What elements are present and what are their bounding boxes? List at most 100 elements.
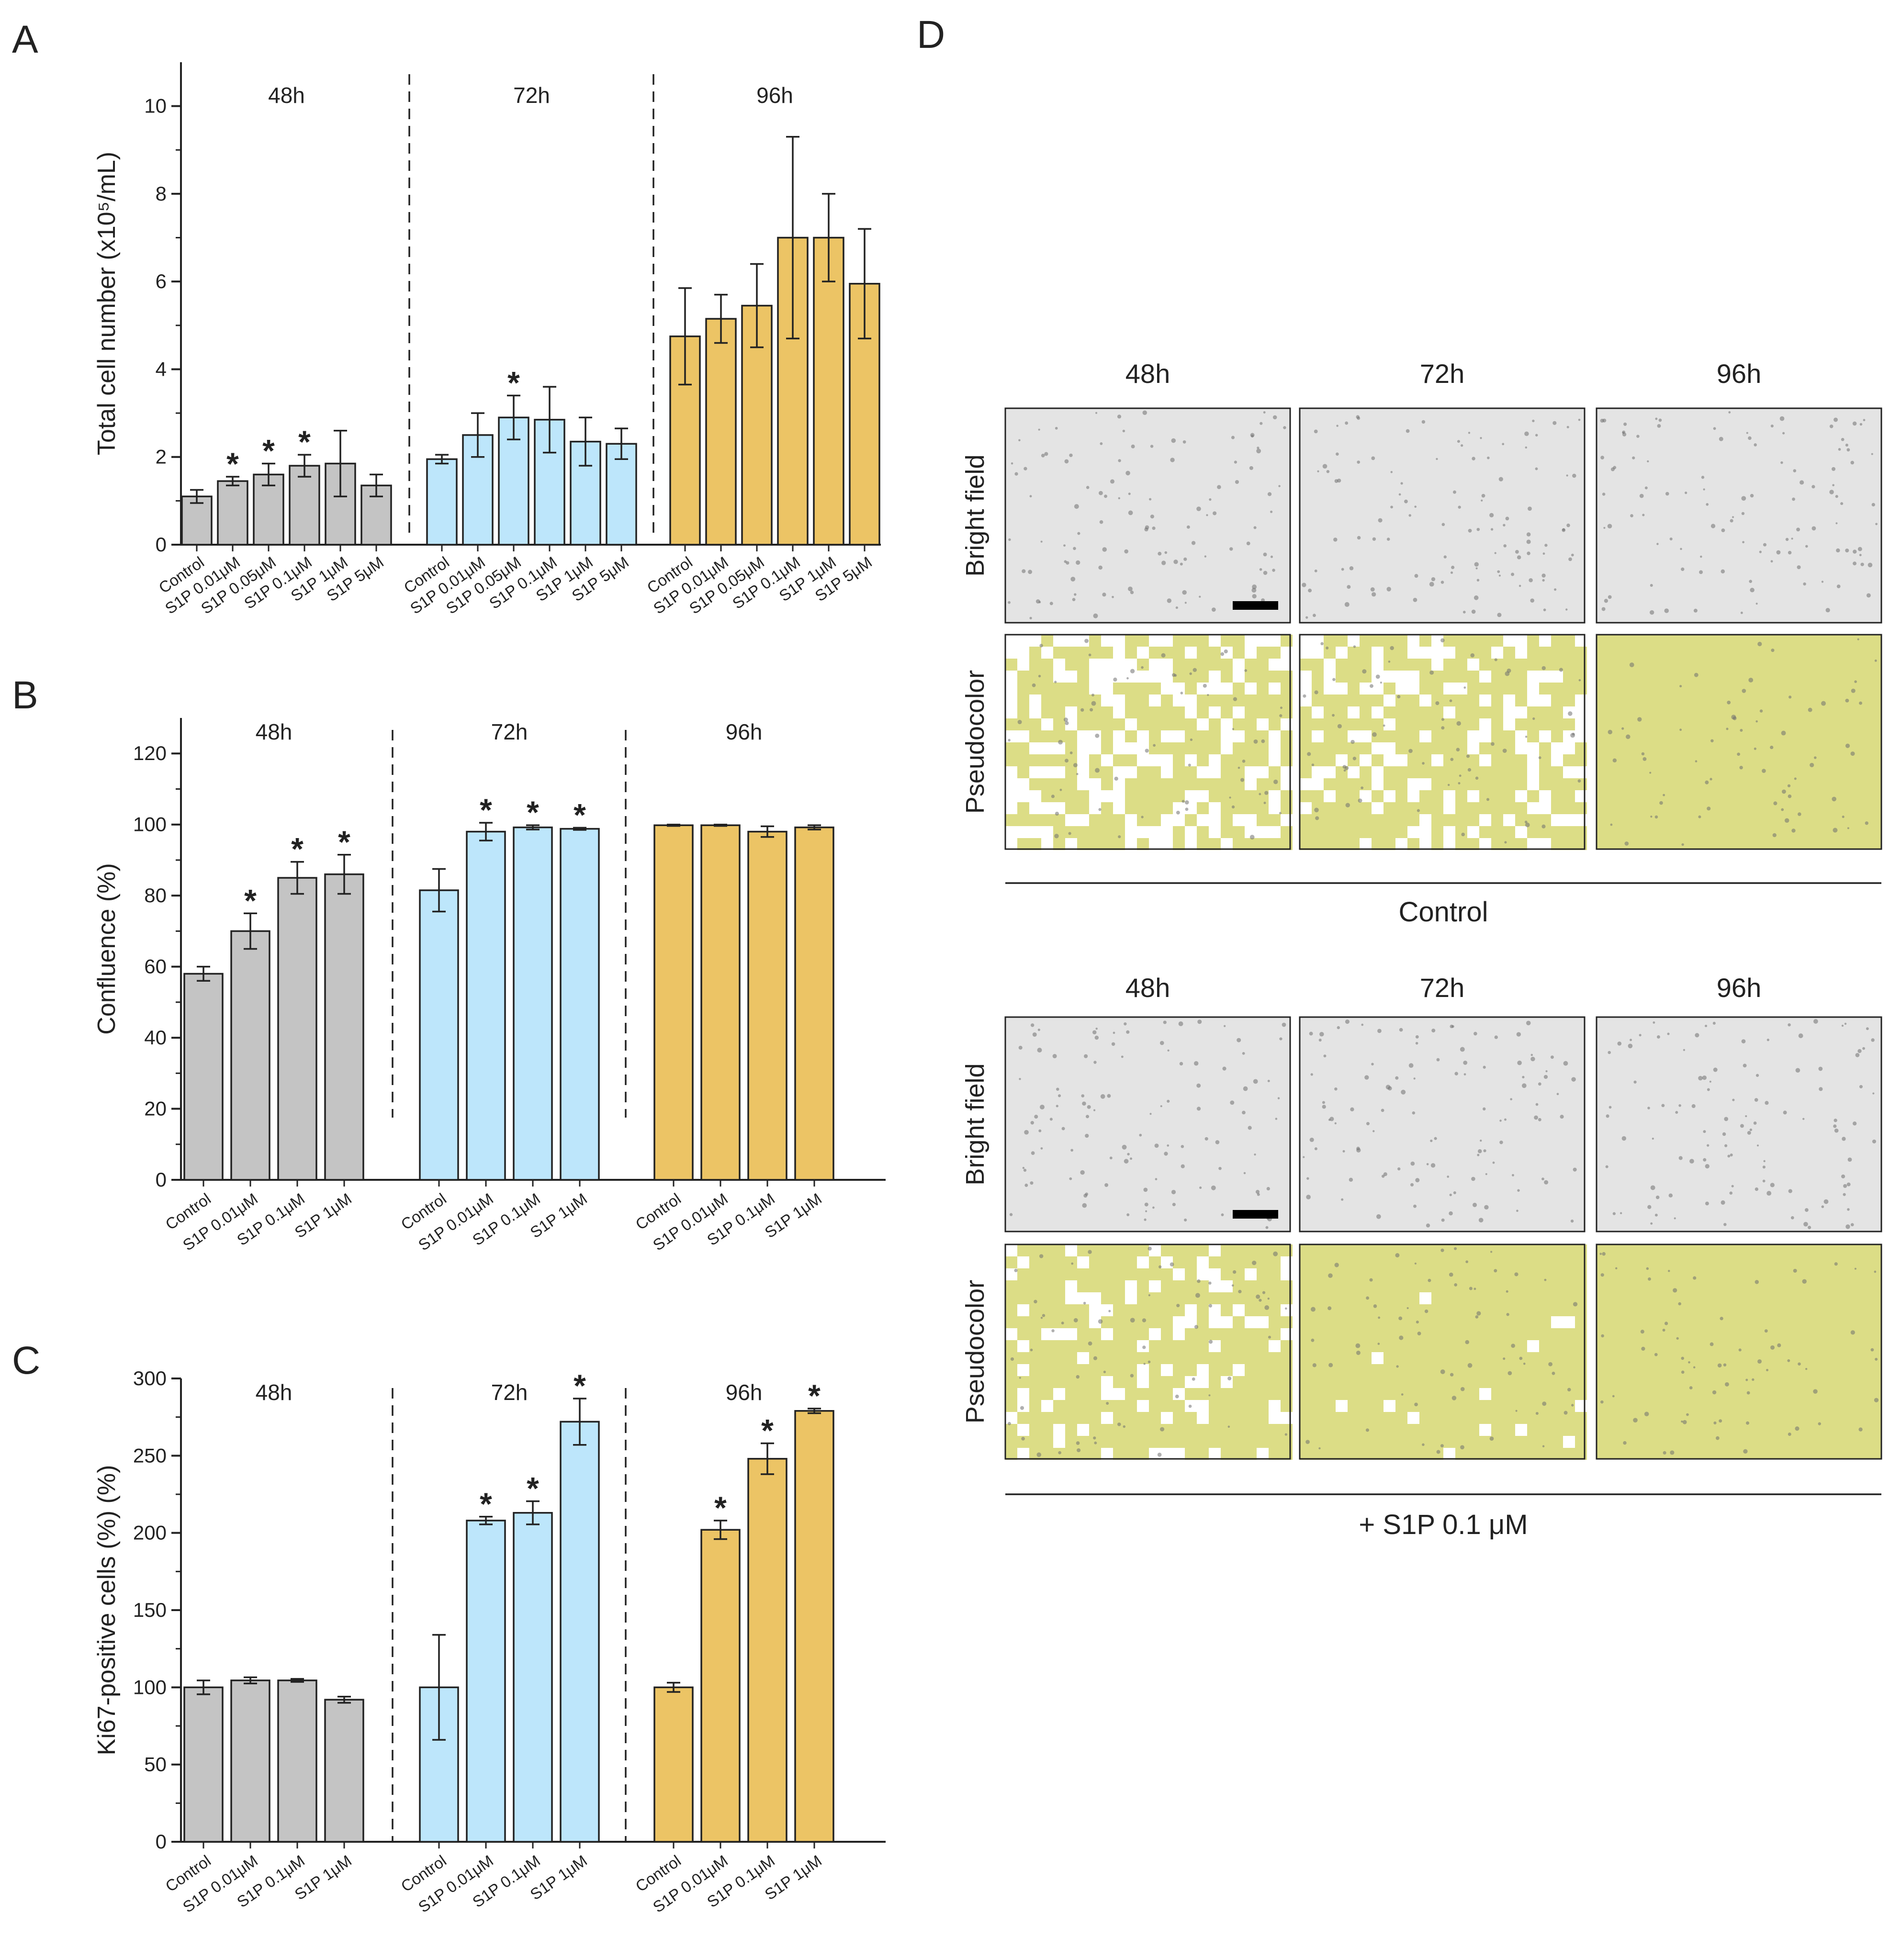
significance-star: *: [244, 883, 257, 918]
confluent-area: [1597, 1244, 1881, 1459]
confluent-area: [1041, 1352, 1053, 1364]
confluent-area: [1113, 1412, 1125, 1424]
cell-speck: [1371, 1063, 1374, 1065]
confluent-area: [1173, 659, 1185, 671]
cell-speck: [1173, 560, 1178, 564]
confluent-area: [1245, 1412, 1257, 1424]
y-tick-label: 150: [133, 1599, 167, 1621]
confluent-area: [1065, 659, 1077, 671]
confluent-area: [1077, 1244, 1089, 1256]
confluent-area: [1360, 1268, 1372, 1280]
cell-speck: [1486, 798, 1490, 801]
confluent-area: [1443, 730, 1455, 742]
cell-speck: [1091, 701, 1096, 706]
confluent-area: [1161, 1268, 1173, 1280]
confluent-area: [1300, 754, 1312, 766]
cell-speck: [1147, 1246, 1152, 1251]
confluent-area: [1527, 718, 1539, 730]
confluent-area: [1221, 1340, 1233, 1352]
cell-speck: [1091, 694, 1094, 697]
confluent-area: [1233, 1448, 1245, 1460]
cell-speck: [1323, 1054, 1327, 1058]
confluent-area: [1041, 694, 1053, 706]
confluent-area: [1113, 718, 1125, 730]
confluent-area: [1257, 1388, 1269, 1400]
cell-speck: [1416, 1321, 1419, 1324]
confluent-area: [1149, 730, 1161, 742]
cell-speck: [1435, 701, 1440, 706]
confluent-area: [1539, 1244, 1551, 1256]
confluent-area: [1041, 706, 1053, 718]
confluent-area: [1491, 1364, 1503, 1376]
cell-speck: [1412, 1111, 1416, 1115]
confluent-area: [1419, 1424, 1431, 1436]
confluent-area: [1324, 742, 1336, 754]
confluent-area: [1539, 718, 1551, 730]
image-frame: [1299, 407, 1586, 624]
confluent-area: [1089, 647, 1101, 659]
cell-speck: [1709, 1080, 1711, 1083]
confluent-area: [1491, 1292, 1503, 1304]
cell-speck: [1805, 1367, 1808, 1370]
confluent-area: [1467, 1376, 1479, 1388]
cell-speck: [1227, 1376, 1232, 1381]
confluent-area: [1185, 1280, 1197, 1292]
cell-speck: [1460, 1047, 1465, 1052]
significance-star: *: [507, 365, 520, 400]
confluent-area: [1431, 766, 1443, 778]
confluent-area: [1395, 826, 1407, 838]
cell-speck: [1794, 777, 1797, 780]
cell-speck: [1788, 1189, 1792, 1193]
cell-speck: [1834, 1262, 1838, 1266]
confluent-area: [1384, 1256, 1395, 1268]
confluent-area: [1419, 1376, 1431, 1388]
cell-speck: [1414, 505, 1417, 508]
confluent-area: [1384, 1412, 1395, 1424]
cell-speck: [1440, 1444, 1444, 1448]
cell-speck: [1188, 1404, 1192, 1408]
y-axis-title: Confluence (%): [93, 863, 121, 1034]
cell-speck: [1234, 460, 1237, 464]
cell-speck: [1823, 1199, 1829, 1204]
confluent-area: [1527, 1352, 1539, 1364]
cell-speck: [1461, 444, 1463, 447]
cell-speck: [1832, 484, 1834, 486]
confluent-area: [1360, 1352, 1372, 1364]
confluent-area: [1137, 683, 1149, 694]
cell-speck: [1703, 1130, 1706, 1133]
confluent-area: [1551, 1388, 1563, 1400]
cell-speck: [1743, 1449, 1748, 1454]
significance-star: *: [262, 433, 275, 468]
confluent-area: [1479, 1364, 1491, 1376]
cell-speck: [1676, 1337, 1679, 1340]
y-tick-label: 10: [144, 95, 167, 117]
confluent-area: [1149, 1352, 1161, 1364]
cell-speck: [1176, 1304, 1180, 1308]
cell-speck: [1395, 1253, 1400, 1258]
confluent-area: [1209, 1376, 1221, 1388]
cell-speck: [1791, 829, 1796, 833]
confluent-area: [1527, 1436, 1539, 1448]
confluent-area: [1324, 1388, 1336, 1400]
confluent-area: [1300, 1376, 1312, 1388]
confluent-area: [1372, 838, 1384, 850]
confluent-area: [1197, 778, 1209, 790]
confluent-area: [1348, 683, 1360, 694]
cell-speck: [1866, 1027, 1869, 1030]
cell-speck: [1440, 1248, 1444, 1252]
cell-speck: [1069, 751, 1073, 754]
cell-speck: [1307, 752, 1311, 756]
confluent-area: [1173, 1412, 1185, 1424]
cell-speck: [1242, 1110, 1246, 1115]
confluent-area: [1431, 1280, 1443, 1292]
confluent-area: [1539, 1388, 1551, 1400]
cell-speck: [1573, 1167, 1577, 1172]
cell-speck: [1282, 1022, 1286, 1027]
confluent-area: [1551, 1352, 1563, 1364]
confluent-area: [1539, 1340, 1551, 1352]
cell-speck: [1821, 581, 1824, 583]
cell-speck: [1850, 1223, 1854, 1227]
cell-speck: [1208, 1281, 1212, 1285]
